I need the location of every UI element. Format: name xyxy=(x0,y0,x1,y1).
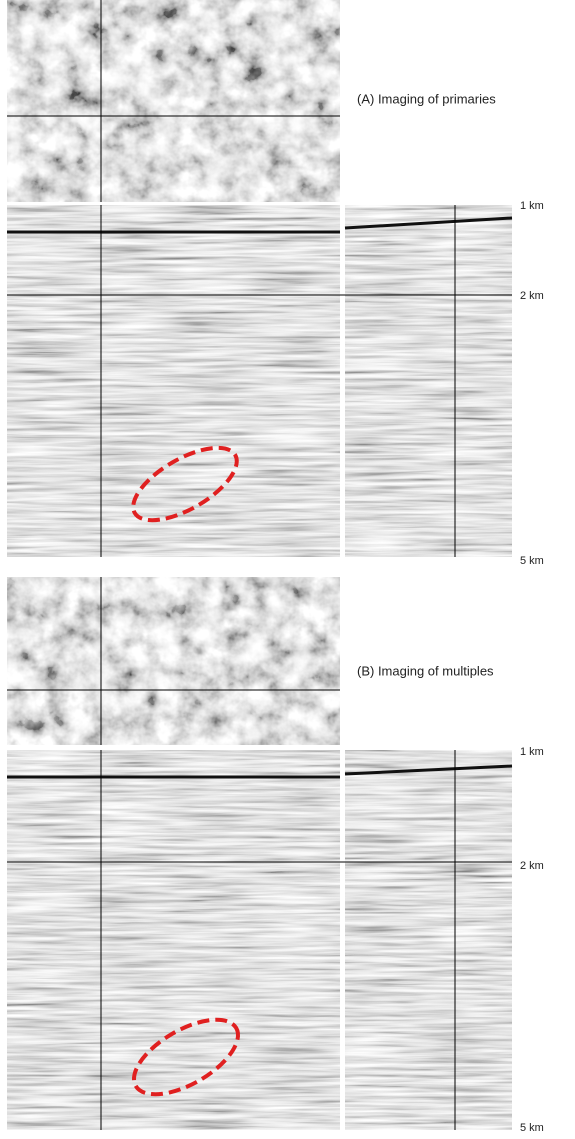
depth-slice xyxy=(7,0,340,202)
panel-a: (A) Imaging of primaries 1 km 2 km 5 km xyxy=(7,0,544,567)
section-left xyxy=(7,205,340,557)
depth-label: 5 km xyxy=(520,555,544,567)
section-left xyxy=(7,750,340,1130)
depth-label: 2 km xyxy=(520,290,544,302)
section-right xyxy=(345,750,512,1130)
depth-slice xyxy=(7,577,340,745)
highlight xyxy=(131,445,239,523)
highlight xyxy=(131,1017,241,1097)
depth-label: 1 km xyxy=(520,746,544,758)
depth-label: 5 km xyxy=(520,1122,544,1134)
seafloor xyxy=(344,216,513,230)
panel-label: (B) Imaging of multiples xyxy=(357,663,494,678)
panel-label: (A) Imaging of primaries xyxy=(357,91,496,106)
panel-b: (B) Imaging of multiples 1 km 2 km 5 km xyxy=(7,577,544,1134)
seafloor xyxy=(344,764,513,776)
depth-label: 2 km xyxy=(520,860,544,872)
section-right xyxy=(345,205,512,557)
depth-label: 1 km xyxy=(520,200,544,212)
